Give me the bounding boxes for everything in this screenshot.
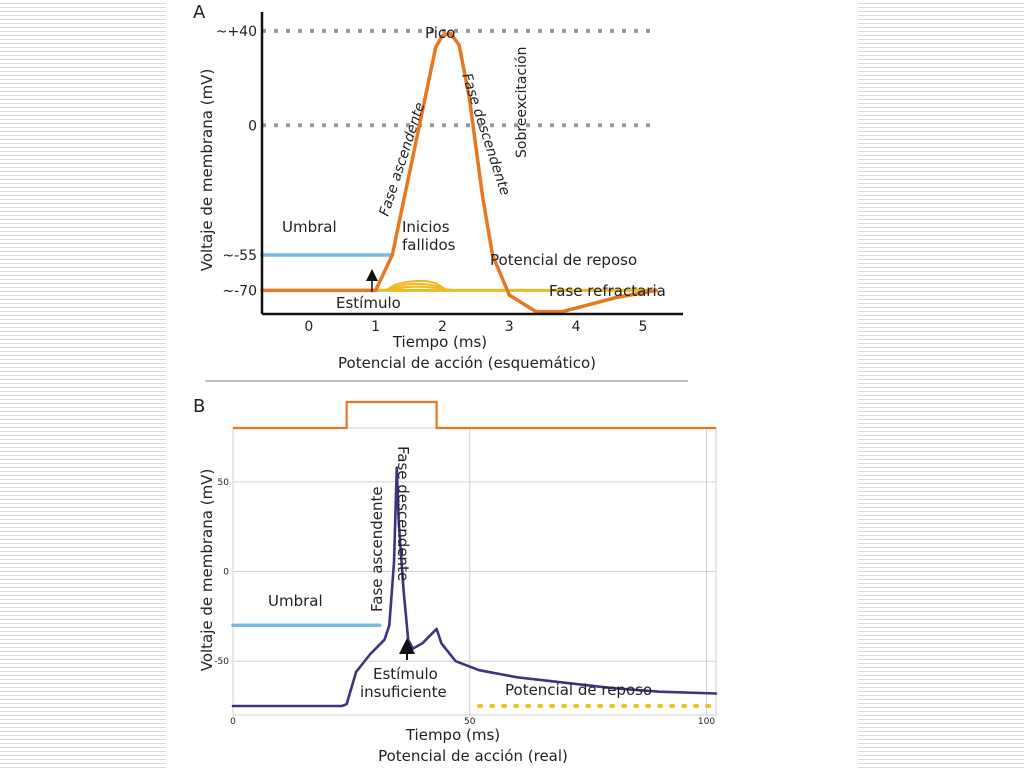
panel-a-umbral-label: Umbral [282,218,337,236]
panel-b-ylabel: Voltaje de membrana (mV) [198,469,216,672]
membrane-voltage-trace [231,466,718,708]
panel-b-x-tick-label: 100 [698,717,715,727]
panel-a-pico-label: Pico [425,24,455,42]
panel-a-title: Potencial de acción (esquemático) [338,354,596,372]
panel-b-y-tick-label: 50 [218,478,230,488]
panel-a-refractaria-label: Fase refractaria [549,282,666,300]
panel-a-fase-descendente-label: Fase descendente [458,71,513,197]
panel-a-inicios-label: Inicios [402,218,450,236]
panel-b-y-tick-label: -50 [214,657,229,667]
panel-b-y-tick-label: 0 [223,568,229,578]
failed-initiation-curve [374,285,457,292]
panel-b-umbral-label: Umbral [268,592,323,610]
stimulus-pulse [233,400,716,430]
panel-b-x-tick-label: 0 [230,717,236,727]
action-potential-curve [260,31,659,314]
panel-b-fase-descendente-label: Fase descendente [394,446,412,581]
panel-a-x-tick-label: 4 [572,319,581,335]
panel-b-insuficiente-label: insuficiente [360,683,447,701]
left-stripe-decoration [0,0,166,768]
panel-b-grid [232,428,716,715]
panel-a-label: A [193,2,206,23]
panel-b-x-tick-label: 50 [464,717,476,727]
panel-a-reference-lines [262,28,655,128]
panel-a-y-tick-label: ~-70 [222,283,257,299]
panel-b-ticks: 0 50 100 50 0 -50 [214,478,715,727]
panel-b-xlabel: Tiempo (ms) [405,726,500,744]
panel-b-series [231,400,718,708]
panel-a-reposo-label: Potencial de reposo [490,251,637,269]
panel-a-x-tick-label: 1 [371,319,380,335]
slide-content [166,0,858,768]
panel-a-sobreexcitacion-label: Sobreexcitación [514,47,530,159]
panel-b-title: Potencial de acción (real) [378,747,568,765]
panel-a-xlabel: Tiempo (ms) [392,333,487,351]
panel-a-x-tick-label: 0 [304,319,313,335]
panel-a-ticks: 0 1 2 3 4 5 ~+40 0 ~-55 ~-70 [216,24,648,335]
panel-a-ylabel: Voltaje de membrana (mV) [198,69,216,272]
right-stripe-decoration [858,0,1024,768]
panel-a: A 0 1 2 3 4 5 ~+40 0 ~-55 ~-70 Voltaje de membran… [193,2,683,372]
panel-a-y-tick-label: ~+40 [216,24,257,40]
panel-b-reposo-label: Potencial de reposo [505,681,652,699]
panel-a-fallidos-label: fallidos [402,236,456,254]
panel-a-y-tick-label: ~-55 [222,248,257,264]
panel-a-estimulo-label: Estímulo [336,294,401,312]
panel-b-estimulo-label: Estímulo [373,665,438,683]
panel-a-x-tick-label: 5 [638,319,647,335]
panel-a-x-tick-label: 2 [438,319,447,335]
panel-a-y-tick-label: 0 [248,118,257,134]
panel-b-label: B [193,396,205,417]
panel-a-x-tick-label: 3 [505,319,514,335]
panel-a-series [260,31,659,314]
panel-b-fase-ascendente-label: Fase ascendente [368,486,386,612]
